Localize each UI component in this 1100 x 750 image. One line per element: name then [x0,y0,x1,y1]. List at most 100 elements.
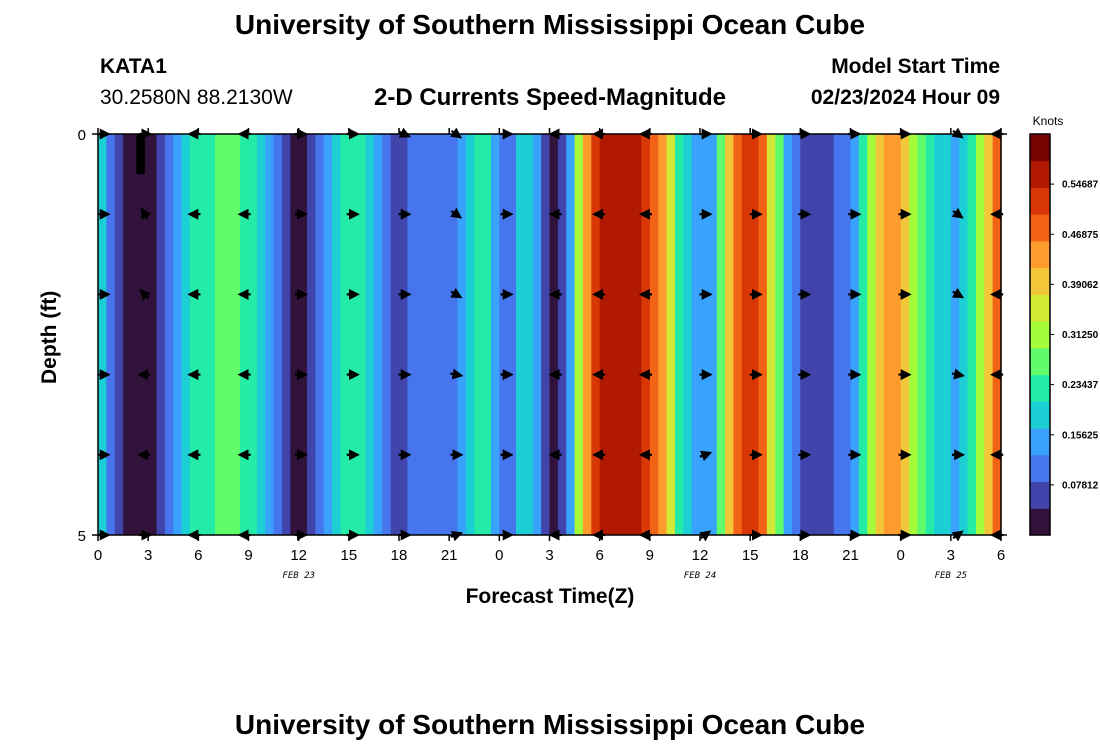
colorbar-segment [1030,267,1050,295]
heatmap-cell [750,134,760,535]
colorbar-segment [1030,240,1050,269]
heatmap-cell [432,134,442,535]
heatmap-masked-cell [136,134,145,175]
heatmap-cell [281,134,291,535]
colorbar-segment [1030,214,1050,242]
heatmap-cell [616,134,626,535]
current-vector-arrow [141,207,152,220]
heatmap-cell [725,134,735,535]
heatmap-cell [741,134,751,535]
heatmap-cell [340,134,350,535]
heatmap-cell [382,134,392,535]
heatmap-cell [925,134,935,535]
x-tick-label: 12 [290,547,307,564]
heatmap-cell [900,134,910,535]
heatmap-cell [265,134,275,535]
x-tick-label: 3 [947,547,955,564]
x-tick-label: 3 [144,547,152,564]
heatmap-cell [967,134,977,535]
x-tick-label: 15 [340,547,357,564]
heatmap-cell [867,134,877,535]
colorbar-title: Knots [1033,114,1064,128]
heatmap-cell [942,134,952,535]
current-speed-heatmap: 0 3 6 9 12 15 18 21 0 3 6 9 12 15 18 21 0 3 6 FEB 23 FEB 24 F… [78,114,1099,581]
x-tick-label: 3 [545,547,553,564]
heatmap-cell [348,134,358,535]
chart-subtitle: 2-D Currents Speed-Magnitude [373,84,727,111]
colorbar-tick-label: 0.15625 [1062,430,1099,441]
heatmap-cell [123,134,133,535]
heatmap-cell [883,134,893,535]
heatmap-cell [791,134,801,535]
colorbar-tick-label: 0.07812 [1062,480,1099,491]
heatmap-cell [800,134,810,535]
heatmap-cell [490,134,500,535]
heatmap-cell [256,134,266,535]
heatmap-cell [516,134,526,535]
heatmap-cell [959,134,969,535]
x-tick-label: 0 [495,547,503,564]
heatmap-cell [215,134,225,535]
heatmap-cell [541,134,551,535]
date-label: FEB 23 [282,571,315,581]
heatmap-cell [674,134,684,535]
colorbar-segment [1030,187,1050,215]
heatmap-cell [457,134,467,535]
heatmap-cell [223,134,233,535]
heatmap-cell [164,134,174,535]
heatmap-cell [449,134,459,535]
x-tick-label: 21 [842,547,859,564]
y-tick-label: 5 [78,528,86,545]
heatmap-cell [842,134,852,535]
heatmap-cell [231,134,241,535]
colorbar-segment [1030,294,1050,322]
x-tick-label: 9 [646,547,654,564]
heatmap-cell [909,134,918,535]
colorbar-tick-label: 0.23437 [1062,380,1099,391]
heatmap-cell [733,134,743,535]
heatmap-cell [984,134,994,535]
heatmap-cell [424,134,434,535]
heatmap-cell [708,134,718,535]
heatmap-cell [524,134,534,535]
heatmap-cell [574,134,584,535]
heatmap-cell [240,134,250,535]
x-tick-label: 6 [595,547,603,564]
x-axis-label: Forecast Time(Z) [465,585,635,608]
current-vector-arrow [139,288,152,301]
heatmap-cell [139,134,149,535]
heatmap-cell [591,134,601,535]
heatmap-cell [248,134,258,535]
x-tick-label: 0 [896,547,904,564]
heatmap-cell [499,134,509,535]
heatmap-cell [975,134,985,535]
x-tick-label: 12 [692,547,709,564]
current-vector-arrow [450,207,463,219]
colorbar-segment [1030,347,1050,376]
heatmap-cell [950,134,960,535]
heatmap-cell [98,134,107,535]
model-start-value: 02/23/2024 Hour 09 [810,86,1000,109]
heatmap-cell [649,134,659,535]
heatmap-cell [298,134,308,535]
heatmap-cell [666,134,676,535]
heatmap-cell [992,134,1002,535]
date-label: FEB 24 [684,571,717,581]
colorbar-segment [1030,401,1050,429]
heatmap-cell [407,134,417,535]
x-tick-label: 9 [244,547,252,564]
heatmap-cell [390,134,400,535]
heatmap-cell [934,134,944,535]
colorbar-tick-label: 0.54687 [1062,180,1099,191]
heatmap-cell [290,134,300,535]
heatmap-cell [399,134,408,535]
heatmap-cell [833,134,843,535]
colorbar-tick-label: 0.39062 [1062,280,1099,291]
heatmap-cell [315,134,325,535]
heatmap-cell [474,134,484,535]
heatmap-cell [608,134,617,535]
heatmap-cell [465,134,475,535]
heatmap-cell [557,134,567,535]
heatmap-cell [273,134,283,535]
heatmap-cell [716,134,726,535]
